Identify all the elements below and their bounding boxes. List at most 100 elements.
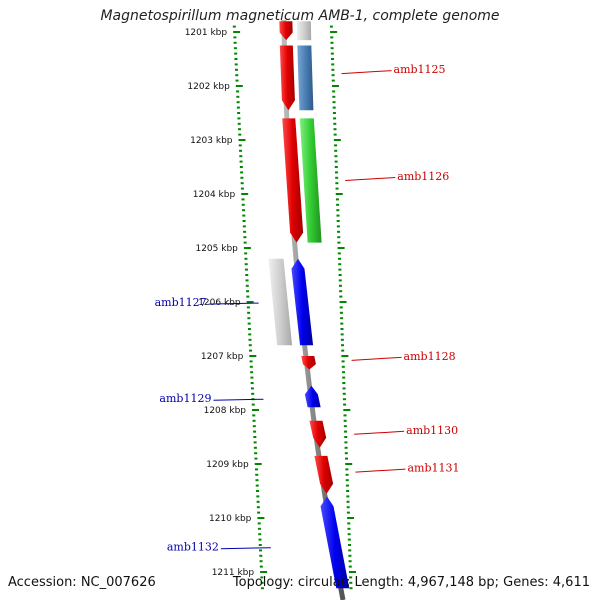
minor-tick-right	[346, 511, 350, 514]
minor-tick-left	[232, 25, 236, 28]
minor-tick-left	[256, 495, 260, 498]
minor-tick-right	[334, 144, 338, 147]
label-leader-line	[355, 468, 406, 473]
minor-tick-left	[253, 441, 257, 444]
gene-feature[interactable]	[291, 258, 314, 346]
minor-tick-left	[242, 225, 246, 228]
minor-tick-right	[337, 236, 341, 239]
major-tick-right	[348, 571, 356, 573]
label-leader-line	[220, 547, 271, 550]
gene-feature[interactable]	[268, 258, 293, 346]
minor-tick-left	[260, 587, 264, 590]
gene-feature[interactable]	[304, 385, 321, 408]
minor-tick-right	[338, 279, 342, 282]
minor-tick-left	[260, 581, 264, 584]
minor-tick-left	[256, 506, 260, 509]
minor-tick-right	[342, 398, 346, 401]
minor-tick-left	[249, 365, 253, 368]
label-leader-line	[208, 302, 259, 305]
major-tick-right	[333, 139, 341, 141]
minor-tick-right	[338, 268, 342, 271]
gene-feature[interactable]	[299, 118, 322, 243]
label-leader-line	[213, 398, 264, 401]
gene-feature[interactable]	[309, 420, 327, 448]
minor-tick-right	[344, 430, 348, 433]
gene-label[interactable]: amb1128	[404, 350, 456, 363]
minor-tick-left	[252, 419, 256, 422]
accession-text: Accession: NC_007626	[8, 575, 156, 590]
minor-tick-right	[338, 274, 342, 276]
major-tick-right	[341, 355, 349, 357]
gene-label[interactable]: amb1132	[167, 541, 219, 554]
minor-tick-right	[335, 182, 339, 185]
gene-feature[interactable]	[279, 21, 293, 41]
gene-feature[interactable]	[314, 455, 334, 494]
gene-feature[interactable]	[320, 496, 350, 589]
minor-tick-right	[341, 365, 345, 368]
minor-tick-left	[254, 452, 258, 455]
minor-tick-right	[330, 36, 334, 39]
minor-tick-left	[240, 171, 244, 174]
minor-tick-left	[235, 74, 239, 77]
minor-tick-left	[242, 220, 246, 222]
tick-label: 1208 kbp	[204, 406, 247, 416]
gene-feature[interactable]	[301, 356, 316, 370]
label-leader-line	[345, 177, 396, 181]
minor-tick-right	[335, 198, 339, 201]
gene-feature[interactable]	[296, 21, 312, 41]
minor-tick-left	[258, 544, 262, 546]
minor-tick-right	[334, 155, 338, 158]
minor-tick-right	[340, 338, 344, 341]
minor-tick-left	[255, 479, 259, 482]
major-tick-right	[331, 85, 339, 87]
minor-tick-right	[343, 425, 347, 428]
major-tick-right	[335, 193, 343, 195]
minor-tick-left	[258, 533, 262, 536]
major-tick-right	[345, 463, 353, 465]
minor-tick-left	[254, 457, 258, 460]
major-tick-right	[330, 31, 338, 33]
gene-label[interactable]: amb1130	[406, 424, 458, 437]
minor-tick-left	[236, 106, 240, 109]
gene-label[interactable]: amb1126	[397, 170, 449, 183]
gene-feature[interactable]	[282, 118, 304, 243]
minor-tick-right	[331, 68, 335, 71]
minor-tick-left	[251, 392, 255, 395]
minor-tick-right	[346, 495, 350, 498]
gene-label[interactable]: amb1131	[407, 462, 459, 475]
gene-label[interactable]: amb1129	[159, 392, 211, 405]
minor-tick-right	[338, 284, 342, 287]
minor-tick-right	[331, 63, 335, 66]
minor-tick-left	[239, 160, 243, 163]
minor-tick-right	[342, 387, 346, 390]
minor-tick-right	[336, 225, 340, 228]
minor-tick-right	[344, 441, 348, 444]
minor-tick-left	[251, 403, 255, 406]
gene-feature[interactable]	[279, 45, 295, 111]
minor-tick-right	[332, 106, 336, 109]
gene-feature[interactable]	[297, 45, 314, 111]
gene-label[interactable]: amb1125	[394, 63, 446, 76]
minor-tick-right	[335, 187, 339, 190]
gene-label[interactable]: amb1127	[155, 296, 207, 309]
minor-tick-left	[250, 376, 254, 379]
minor-tick-left	[257, 522, 261, 525]
minor-tick-left	[259, 560, 263, 563]
minor-tick-right	[333, 128, 337, 131]
tick-label: 1211 kbp	[212, 568, 255, 578]
minor-tick-right	[348, 565, 352, 568]
label-leader-line	[351, 356, 402, 361]
minor-tick-right	[331, 79, 335, 82]
minor-tick-left	[239, 155, 243, 158]
major-tick-right	[337, 247, 345, 249]
major-tick-left	[243, 247, 251, 249]
minor-tick-left	[256, 500, 260, 503]
major-tick-left	[238, 139, 246, 141]
minor-tick-left	[257, 511, 261, 514]
tick-label: 1203 kbp	[190, 136, 233, 146]
minor-tick-right	[339, 306, 343, 309]
minor-tick-right	[348, 554, 352, 557]
minor-tick-left	[258, 538, 262, 541]
minor-tick-left	[247, 322, 251, 325]
minor-tick-left	[236, 95, 240, 98]
